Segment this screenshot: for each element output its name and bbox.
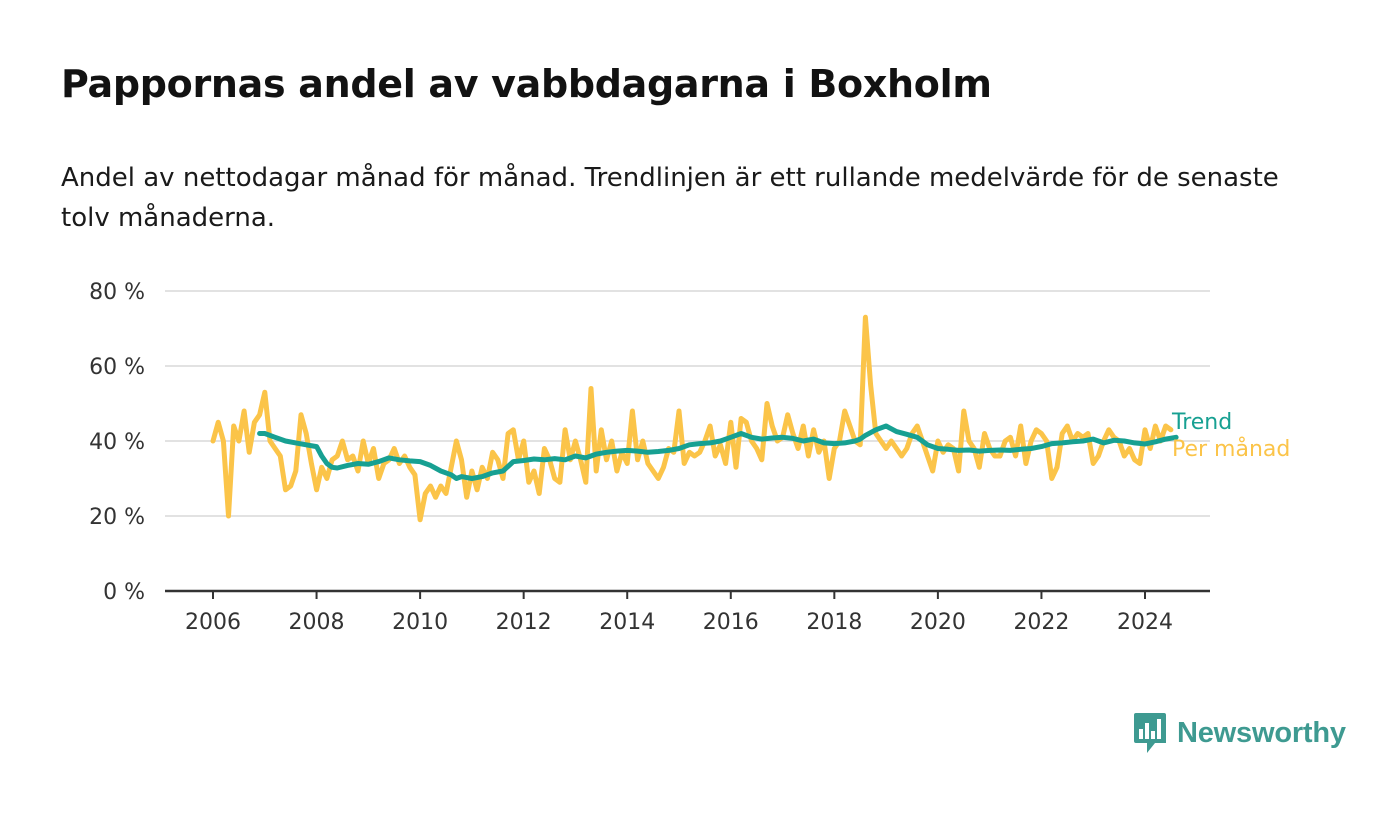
chart-title: Pappornas andel av vabbdagarna i Boxholm [61, 62, 992, 106]
x-tick-label: 2016 [703, 610, 759, 635]
x-tick-label: 2014 [599, 610, 655, 635]
x-tick-label: 2008 [289, 610, 345, 635]
x-tick-label: 2012 [496, 610, 552, 635]
newsworthy-logo: Newsworthy [1133, 711, 1346, 755]
y-axis-ticks: 0 % 20 % 40 % 60 % 80 % [89, 280, 145, 605]
x-tick-label: 2006 [185, 610, 241, 635]
y-tick-label: 40 % [89, 430, 145, 455]
y-tick-label: 60 % [89, 355, 145, 380]
line-chart: 0 % 20 % 40 % 60 % 80 % 2006 2008 2010 2012 2014… [89, 280, 1290, 635]
series-line-per-manad [210, 314, 1174, 523]
x-axis-ticks: 2006 2008 2010 2012 2014 2016 2018 2020 2022 2024 [185, 591, 1173, 635]
y-tick-label: 20 % [89, 505, 145, 530]
newsworthy-logo-icon [1134, 713, 1166, 753]
x-tick-label: 2020 [910, 610, 966, 635]
brand-name: Newsworthy [1177, 716, 1346, 749]
gridlines [165, 290, 1210, 517]
legend-label-per-manad: Per månad [1172, 436, 1290, 462]
y-tick-label: 80 % [89, 280, 145, 305]
series-lines [210, 314, 1179, 523]
series-line-trend [257, 423, 1179, 481]
x-tick-label: 2024 [1117, 610, 1173, 635]
legend-label-trend: Trend [1171, 410, 1232, 435]
y-tick-label: 0 % [103, 580, 145, 605]
chart-subtitle: Andel av nettodagar månad för månad. Tre… [61, 163, 1279, 233]
x-tick-label: 2022 [1013, 610, 1069, 635]
x-tick-label: 2010 [392, 610, 448, 635]
x-tick-label: 2018 [806, 610, 862, 635]
